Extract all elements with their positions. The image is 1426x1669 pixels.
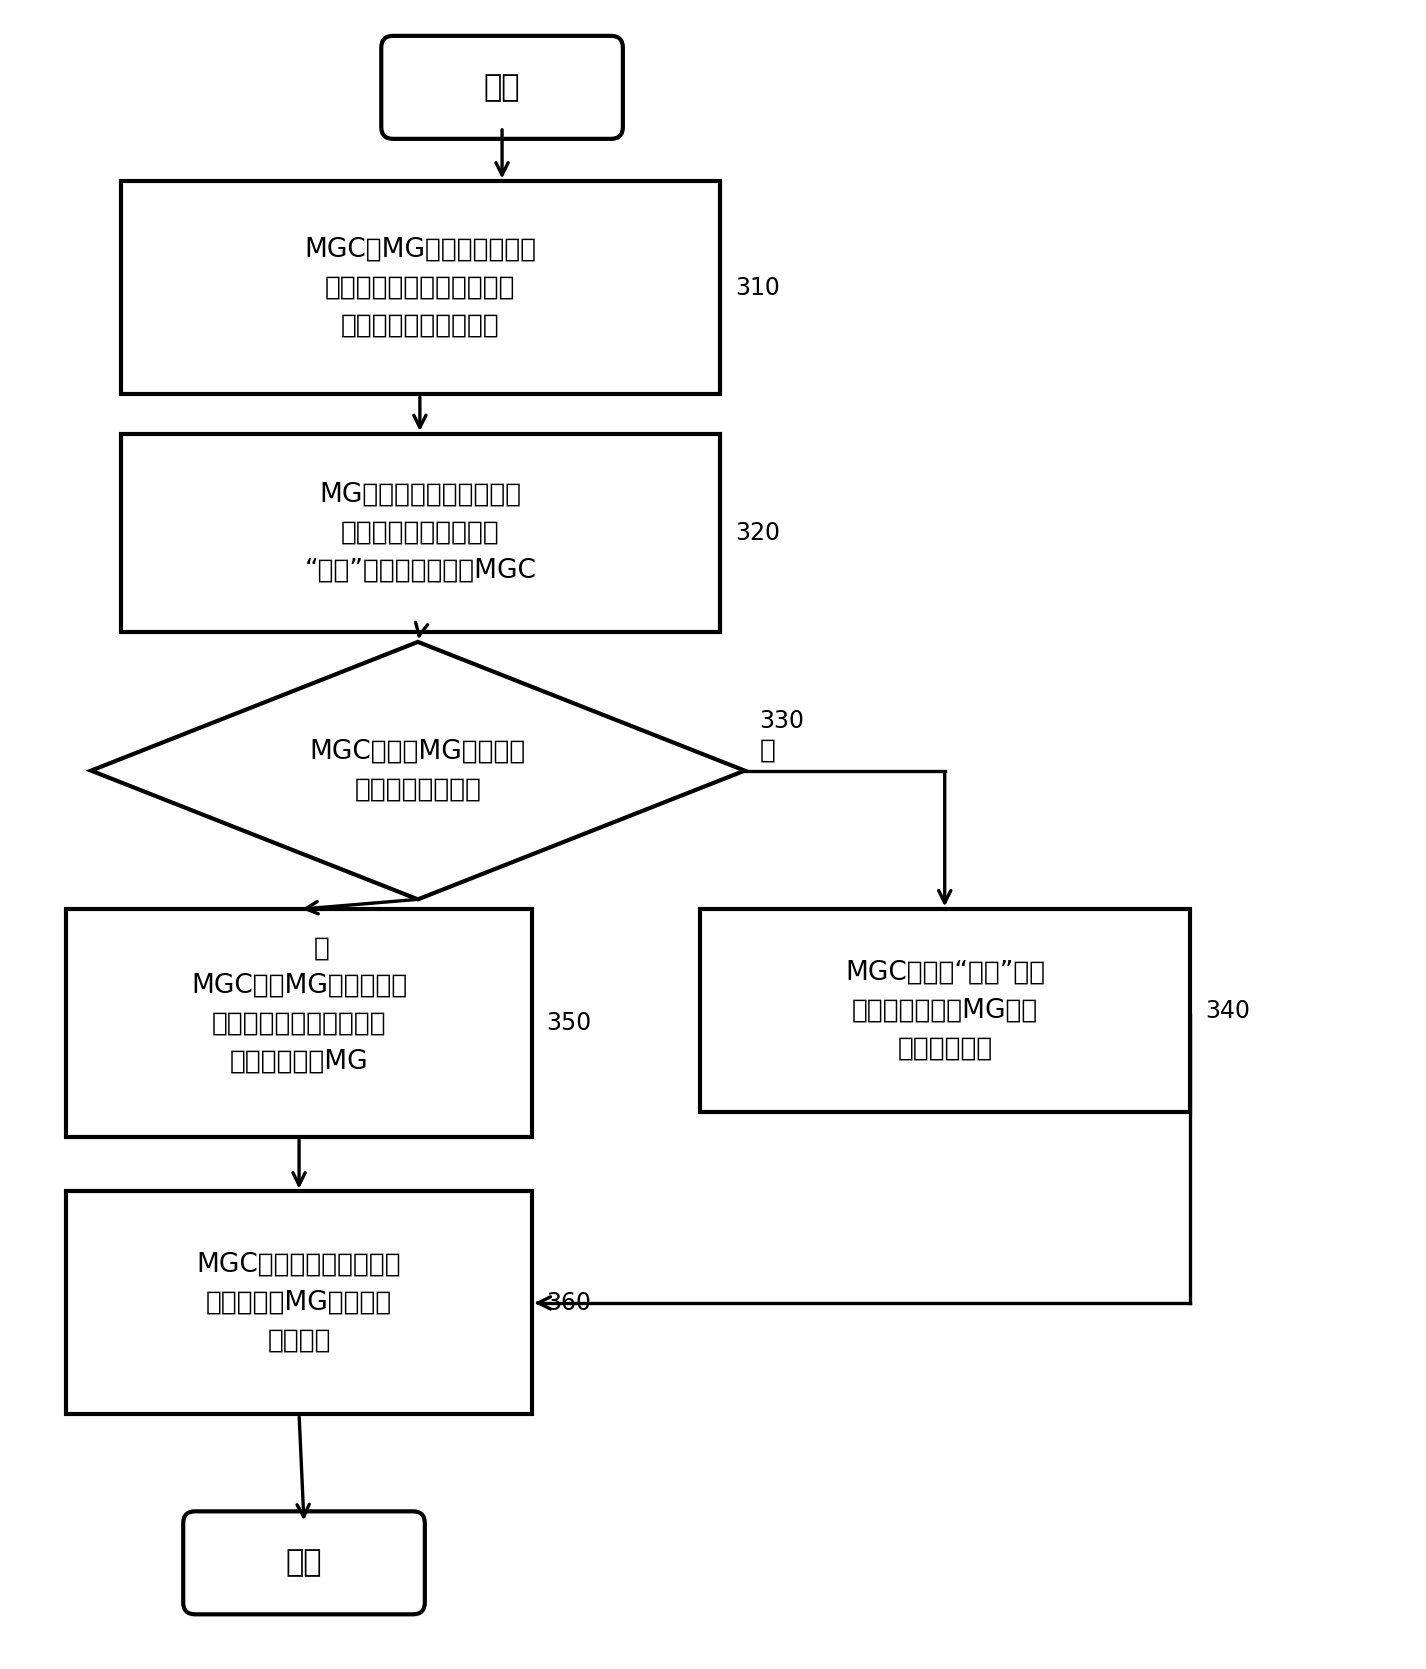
Text: 开始: 开始: [483, 73, 520, 102]
Text: 310: 310: [734, 275, 780, 300]
Text: MGC向MG发送审计能力命
令请求，携带表示要审计的
是资源管理规则的属性: MGC向MG发送审计能力命 令请求，携带表示要审计的 是资源管理规则的属性: [304, 237, 536, 339]
Text: MGC根据所选择的资源管
理规则，向MG下发资源
操作命令: MGC根据所选择的资源管 理规则，向MG下发资源 操作命令: [197, 1252, 401, 1354]
Text: MGC根据该“规则”属性
唯一的取值，向MG下发
资源操作命令: MGC根据该“规则”属性 唯一的取值，向MG下发 资源操作命令: [846, 960, 1045, 1061]
Text: 340: 340: [1205, 998, 1251, 1023]
Text: 结束: 结束: [285, 1549, 322, 1577]
Bar: [67, 1192, 532, 1414]
Text: 360: 360: [546, 1290, 592, 1315]
Text: MGC判断该MG是否支持
多种资源管理规则: MGC判断该MG是否支持 多种资源管理规则: [309, 739, 526, 803]
Bar: [121, 434, 720, 633]
FancyBboxPatch shape: [183, 1512, 425, 1614]
Text: 330: 330: [760, 709, 804, 733]
Polygon shape: [91, 643, 744, 900]
Text: 320: 320: [734, 521, 780, 546]
Bar: [121, 182, 720, 394]
Text: MGC从该MG所支持的多
种资源管理规则中选取一
种，并发送给MG: MGC从该MG所支持的多 种资源管理规则中选取一 种，并发送给MG: [191, 971, 408, 1075]
Text: MG将其支持的资源管理规
则作为审计能力响应中
“规则”属性的值返回给MGC: MG将其支持的资源管理规 则作为审计能力响应中 “规则”属性的值返回给MGC: [304, 482, 536, 584]
Text: 否: 否: [760, 738, 776, 764]
Text: 是: 是: [314, 936, 329, 961]
Text: 350: 350: [546, 1011, 592, 1035]
Bar: [700, 910, 1191, 1112]
Bar: [67, 910, 532, 1137]
FancyBboxPatch shape: [381, 35, 623, 139]
